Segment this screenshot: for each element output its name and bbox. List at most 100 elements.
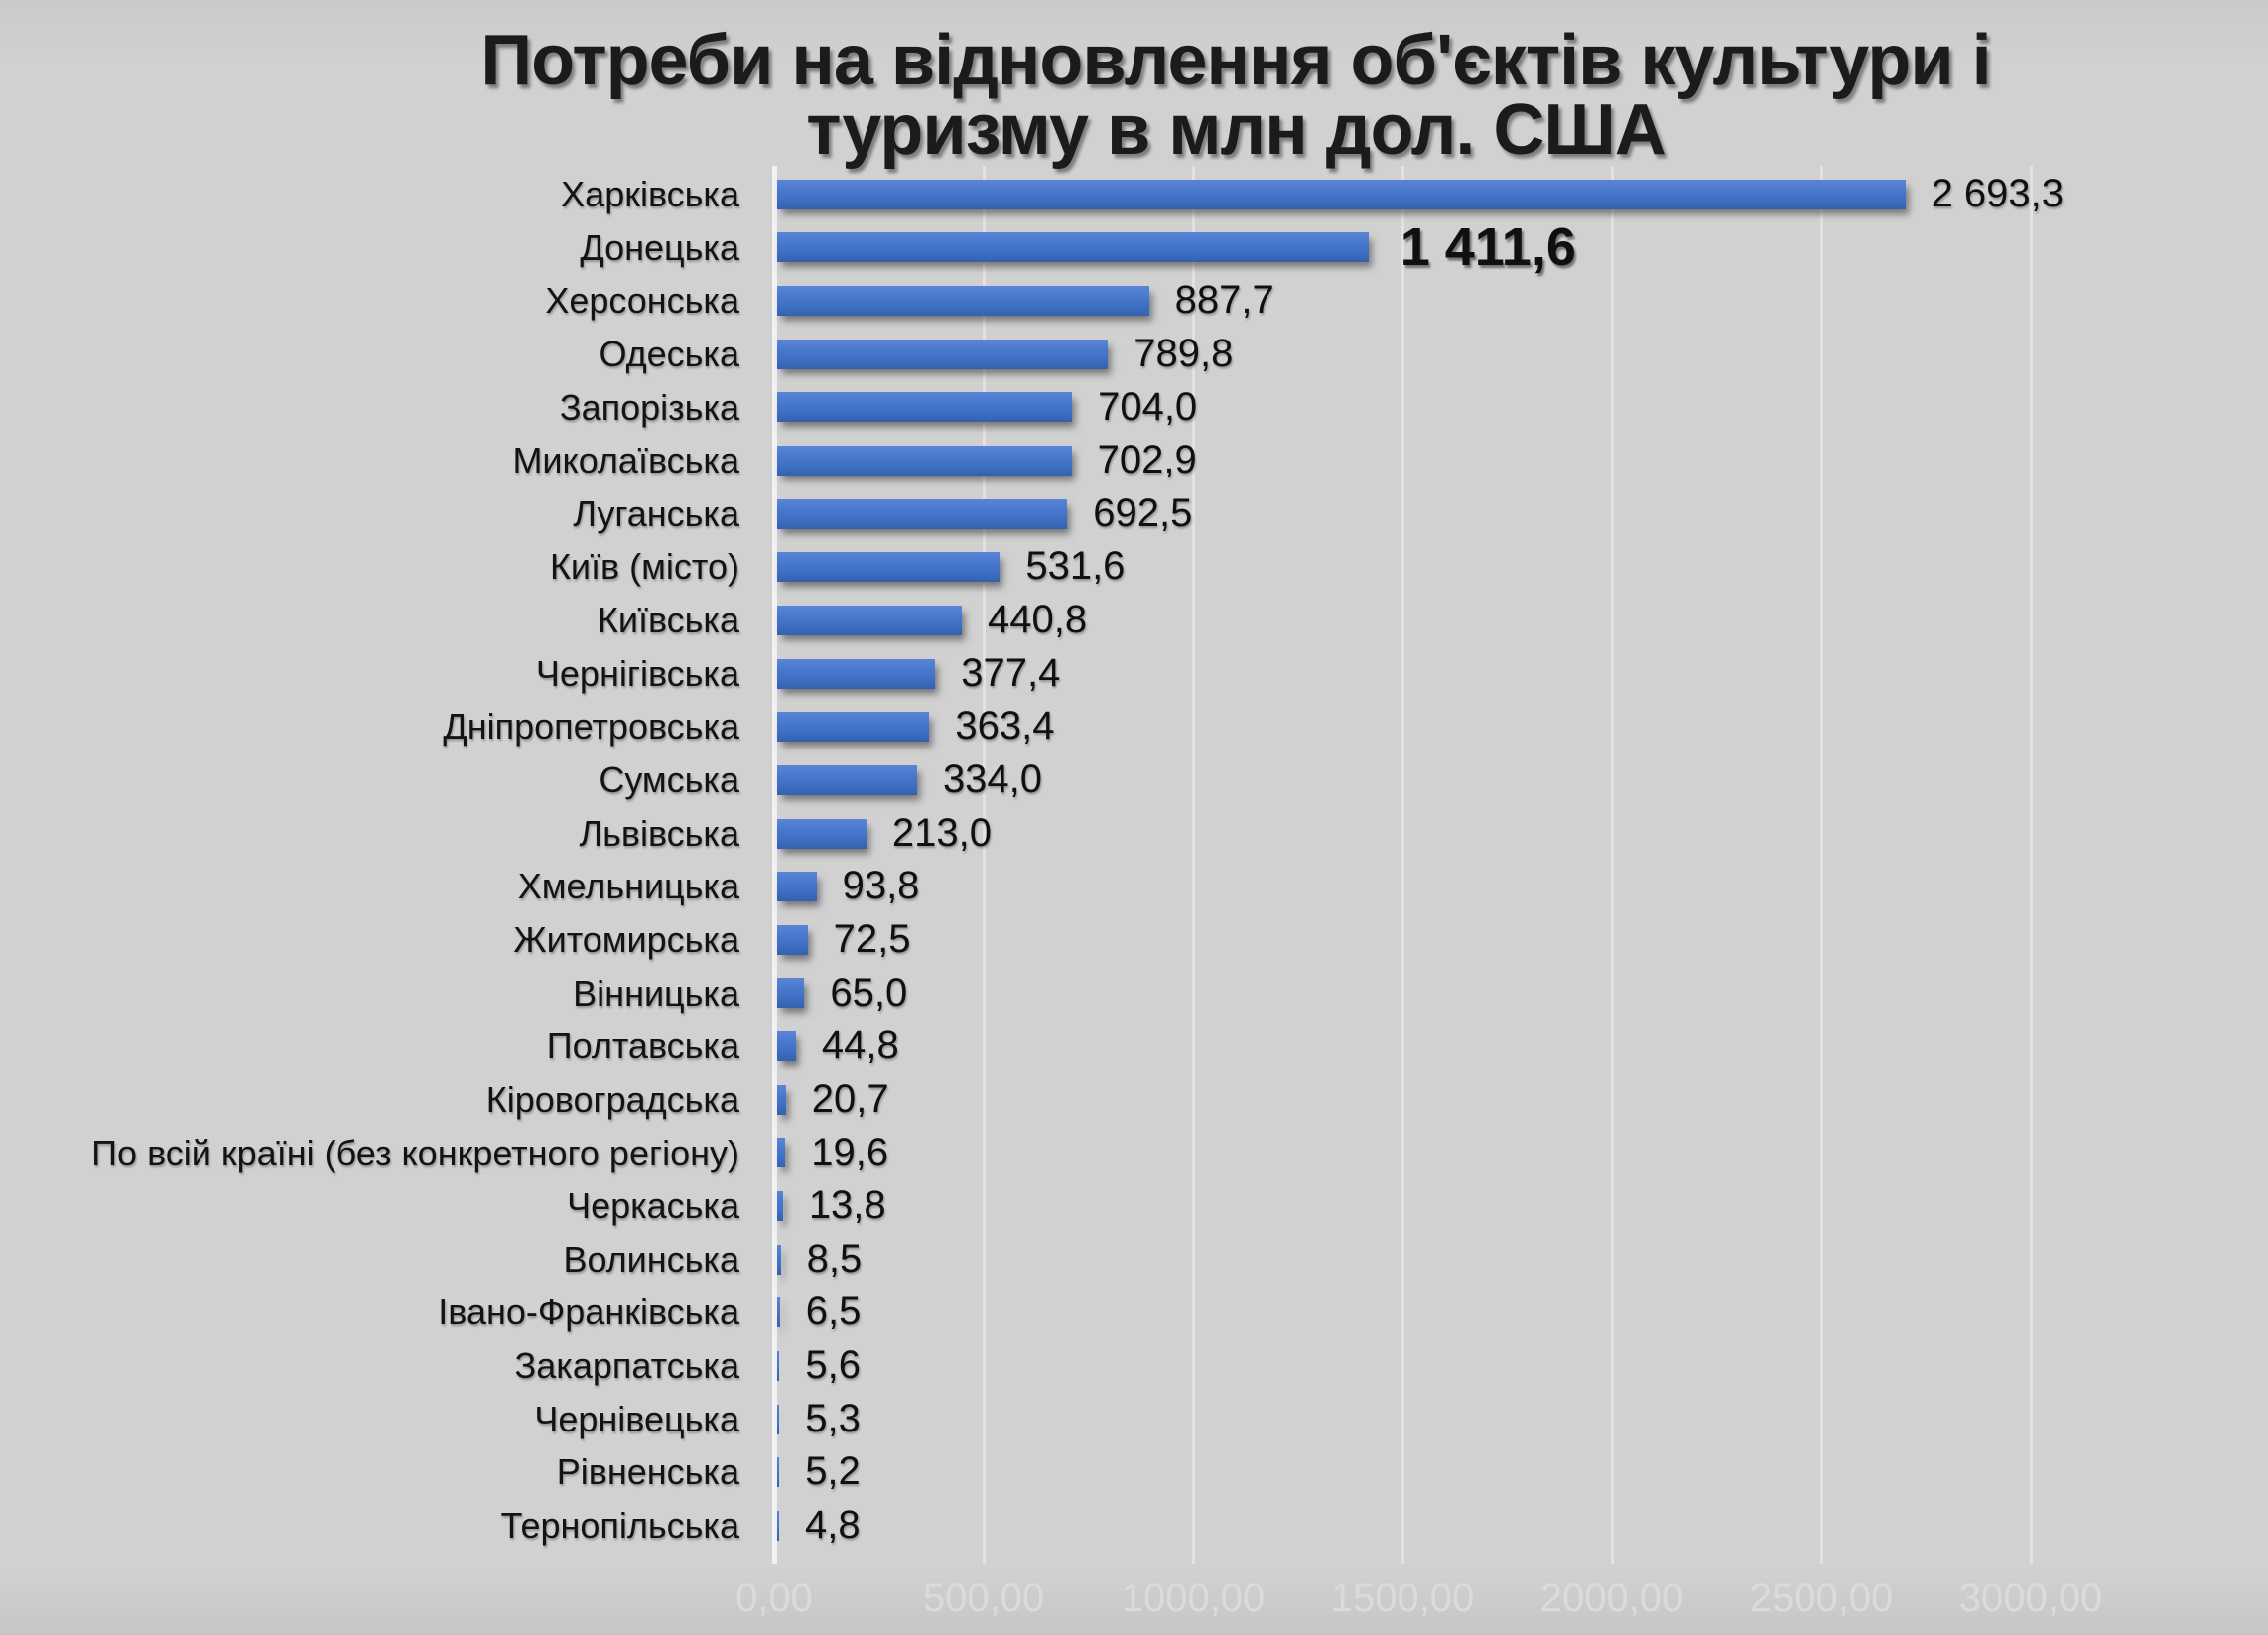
bar-row: Кіровоградська 20,7 [0,1073,2268,1127]
value-label: 5,6 [805,1343,861,1388]
category-label: По всій країні (без конкретного регіону) [91,1132,739,1173]
value-label: 377,4 [961,650,1061,695]
value-label: 44,8 [821,1023,899,1068]
value-label: 887,7 [1174,278,1274,323]
value-label: 72,5 [833,916,911,961]
category-label: Вінницька [573,972,739,1014]
gridline [1610,166,1614,1564]
bar [777,1031,796,1062]
x-axis-tick-label: 1000,00 [1121,1576,1266,1620]
category-label: Закарпатська [514,1345,739,1387]
x-axis: 0,00 500,00 1000,00 1500,00 2000,00 2500,00 30… [0,1576,2268,1635]
bar [777,1084,786,1115]
bar-row: Київська 440,8 [0,594,2268,647]
chart-title: Потреби на відновлення об'єктів культури… [203,21,2268,170]
gridline [982,166,986,1564]
bar-row: Одеська 789,8 [0,328,2268,381]
bar-row: Чернігівська 377,4 [0,647,2268,701]
bar [777,764,917,795]
value-label: 20,7 [811,1076,889,1121]
category-label: Полтавська [546,1025,739,1067]
bar-row: Чернівецька 5,3 [0,1393,2268,1446]
x-axis-tick-label: 2000,00 [1539,1576,1684,1620]
bar [777,1457,780,1488]
bar [777,872,817,902]
value-label: 789,8 [1134,331,1234,375]
bar-row: Волинська 8,5 [0,1233,2268,1287]
bar [777,1297,780,1328]
bar-row: Дніпропетровська 363,4 [0,700,2268,753]
category-label: Херсонська [545,280,739,322]
plot-area: Харківська 2 693,3 Донецька 1 411,6 Херс… [0,166,2268,1564]
value-label: 4,8 [805,1503,861,1548]
category-label: Луганська [573,492,739,534]
bar [777,392,1073,423]
category-label: Рівненська [556,1451,739,1493]
bar [777,446,1072,477]
bar-row: По всій країні (без конкретного регіону)… [0,1127,2268,1180]
bar-row: Закарпатська 5,6 [0,1339,2268,1393]
category-label: Львівська [579,812,739,854]
bar [777,1510,780,1541]
x-axis-tick-label: 3000,00 [1958,1576,2103,1620]
category-label: Тернопільська [500,1505,740,1547]
category-label: Запорізька [559,386,739,428]
category-label: Дніпропетровська [443,706,739,748]
value-label: 702,9 [1097,438,1197,482]
bar-row: Донецька 1 411,6 [0,216,2268,277]
value-label: 1 411,6 [1400,216,1576,277]
bar [777,1350,780,1381]
gridline [1401,166,1404,1564]
value-label: 93,8 [842,864,920,908]
bar-row: Житомирська 72,5 [0,913,2268,967]
bar-row: Черкаська 13,8 [0,1179,2268,1233]
gridline [2029,166,2033,1564]
bar-row: Хмельницька 93,8 [0,860,2268,913]
value-label: 363,4 [955,704,1055,749]
category-label: Черкаська [567,1185,739,1227]
x-axis-tick-label: 0,00 [735,1576,813,1620]
bar [777,712,930,743]
value-label: 5,2 [805,1449,861,1494]
value-label: 440,8 [988,598,1088,642]
value-label: 8,5 [806,1236,863,1281]
bar-row: Рівненська 5,2 [0,1445,2268,1499]
chart-title-line2: туризму в млн дол. США [806,90,1666,170]
bar [777,179,1906,209]
value-label: 2 693,3 [1931,172,2065,215]
bar [777,286,1149,317]
category-label: Київ (місто) [549,546,739,588]
bar-row: Сумська 334,0 [0,753,2268,807]
value-label: 6,5 [805,1290,862,1334]
bar [777,1138,786,1168]
category-label: Миколаївська [512,440,739,481]
category-label: Кіровоградська [485,1078,739,1120]
bar-rows: Харківська 2 693,3 Донецька 1 411,6 Херс… [0,168,2268,1553]
x-axis-tick-label: 2500,00 [1749,1576,1894,1620]
gridline [1819,166,1823,1564]
category-label: Чернігівська [535,652,739,694]
x-axis-tick-label: 500,00 [922,1576,1045,1620]
bar [777,978,805,1009]
value-label: 13,8 [808,1183,886,1228]
bar-row: Полтавська 44,8 [0,1020,2268,1073]
category-label: Харківська [561,174,739,214]
category-label: Хмельницька [517,866,739,907]
value-label: 531,6 [1025,544,1126,589]
value-label: 704,0 [1098,384,1198,429]
y-axis-line [772,166,777,1564]
bar-row: Миколаївська 702,9 [0,434,2268,487]
value-label: 692,5 [1093,490,1193,535]
category-label: Чернівецька [534,1398,739,1439]
chart-title-line1: Потреби на відновлення об'єктів культури… [480,21,1991,100]
bar [777,818,867,849]
bar [777,1404,780,1434]
bar-row: Запорізька 704,0 [0,381,2268,435]
value-label: 65,0 [830,970,908,1015]
bar-row: Луганська 692,5 [0,487,2268,541]
value-label: 213,0 [891,810,992,855]
bar [777,605,963,635]
bar [777,232,1369,263]
bar [777,552,1001,583]
bar-row: Тернопільська 4,8 [0,1499,2268,1553]
